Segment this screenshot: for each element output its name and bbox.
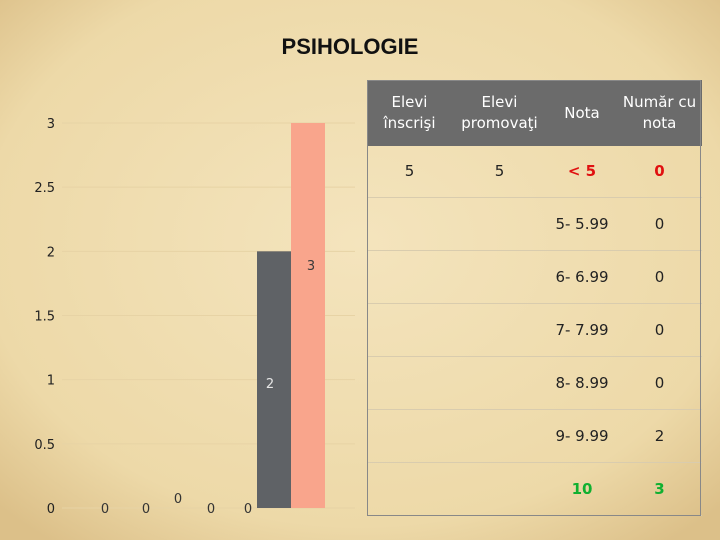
- zero-data-label: 0: [244, 502, 252, 517]
- table-row: 7- 7.99 0: [367, 303, 702, 358]
- cell-nota: < 5: [547, 146, 617, 199]
- header-inscrisi: Elevi înscrişi: [367, 80, 452, 146]
- cell-nota: 5- 5.99: [547, 197, 617, 252]
- header-promovati: Elevi promovaţi: [452, 80, 547, 146]
- cell-numar: 0: [617, 303, 702, 358]
- zero-data-label: 0: [142, 502, 150, 517]
- header-nota: Nota: [547, 80, 617, 146]
- cell-numar: 0: [617, 197, 702, 252]
- table-row: 6- 6.99 0: [367, 250, 702, 305]
- cell-numar: 2: [617, 409, 702, 464]
- cell-numar: 3: [617, 462, 702, 516]
- table-row: 10 3: [367, 462, 702, 516]
- bar-value-label: 3: [307, 259, 315, 274]
- bar-2: [291, 123, 325, 508]
- cell-inscrisi: 5: [367, 146, 452, 199]
- table-row: 5 5 < 5 0: [367, 146, 702, 199]
- cell-numar: 0: [617, 356, 702, 411]
- zero-data-label: 0: [207, 502, 215, 517]
- cell-numar: 0: [617, 146, 702, 199]
- cell-numar: 0: [617, 250, 702, 305]
- cell-nota: 6- 6.99: [547, 250, 617, 305]
- y-tick-label: 1.5: [34, 310, 55, 325]
- header-numar: Număr cu nota: [617, 80, 702, 146]
- zero-data-label: 0: [101, 502, 109, 517]
- table-row: 8- 8.99 0: [367, 356, 702, 411]
- cell-nota: 10: [547, 462, 617, 516]
- cell-nota: 7- 7.99: [547, 303, 617, 358]
- zero-data-label: 0: [174, 492, 182, 507]
- cell-promovati: 5: [452, 146, 547, 199]
- cell-nota: 9- 9.99: [547, 409, 617, 464]
- y-tick-label: 0.5: [34, 438, 55, 453]
- table-header-row: Elevi înscrişi Elevi promovaţi Nota Numă…: [367, 80, 702, 146]
- bar-value-label: 2: [266, 377, 274, 392]
- table-row: 5- 5.99 0: [367, 197, 702, 252]
- y-tick-label: 2.5: [34, 181, 55, 196]
- y-tick-label: 0: [47, 502, 55, 517]
- y-tick-label: 3: [47, 117, 55, 132]
- y-tick-label: 1: [47, 374, 55, 389]
- page-title: PSIHOLOGIE: [281, 34, 419, 59]
- bar-1: [257, 251, 291, 509]
- cell-nota: 8- 8.99: [547, 356, 617, 411]
- y-tick-label: 2: [47, 245, 55, 260]
- grades-table: Elevi înscrişi Elevi promovaţi Nota Numă…: [367, 80, 702, 516]
- table-row: 9- 9.99 2: [367, 409, 702, 464]
